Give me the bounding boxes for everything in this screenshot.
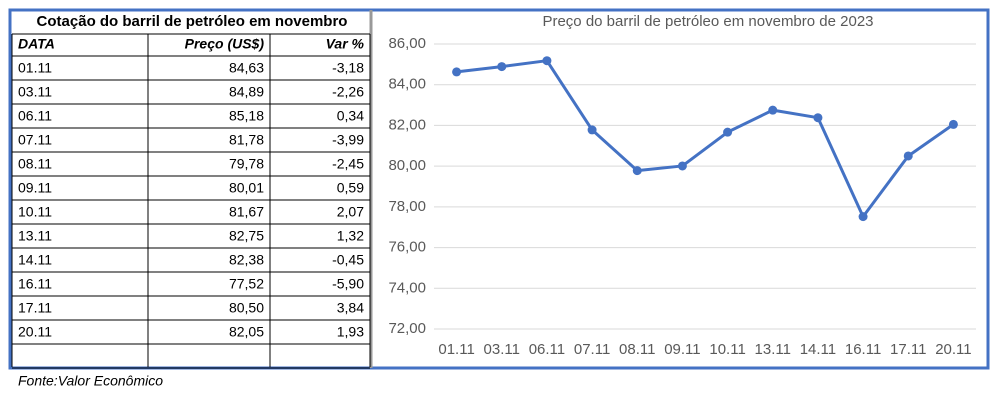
table-cell: 2,07 [337,204,364,220]
table-cell: 08.11 [18,156,52,172]
x-tick-label: 10.11 [709,341,745,358]
point [497,62,507,72]
point [768,105,778,115]
table-cell: 20.11 [18,324,52,340]
table-cell: 0,34 [337,108,364,124]
source: Fonte:Valor Econômico [18,373,163,389]
point [542,56,552,66]
y-tick-label: 86,00 [388,35,426,52]
table-cell: 79,78 [229,156,264,172]
x-tick-label: 09.11 [664,341,700,358]
table-cell: 80,01 [229,180,264,196]
table-cell: 03.11 [18,84,52,100]
table-cell: 10.11 [18,204,52,220]
table-cell: -2,26 [332,84,364,100]
table-cell: 82,75 [229,228,264,244]
x-tick-label: 03.11 [484,341,520,358]
table-cell: 01.11 [18,60,52,76]
x-tick-label: 14.11 [800,341,836,358]
point [858,212,868,222]
table-cell: 77,52 [229,276,264,292]
y-tick-label: 76,00 [388,239,426,256]
table-cell: -2,45 [332,156,364,172]
table-cell: 82,38 [229,252,264,268]
table-cell: -3,99 [332,132,364,148]
table-cell: 16.11 [18,276,52,292]
table-title: Cotação do barril de petróleo em novembr… [37,13,348,30]
point [723,127,733,137]
y-tick-label: 82,00 [388,116,426,133]
chart-title: Preço do barril de petróleo em novembro … [542,13,873,30]
line [456,59,955,219]
table-cell: 17.11 [18,300,52,316]
table-cell: 81,67 [229,204,264,220]
y-tick-label: 78,00 [388,198,426,215]
table-cell: 0,59 [337,180,364,196]
table-header: Preço (US$) [185,36,265,52]
point [903,151,913,161]
table-cell: 07.11 [18,132,52,148]
table-cell: 3,84 [337,300,364,316]
table-cell: 13.11 [18,228,52,244]
table-cell: 80,50 [229,300,264,316]
x-tick-label: 01.11 [438,341,474,358]
table-cell: 85,18 [229,108,264,124]
y-tick-label: 74,00 [388,279,426,296]
x-tick-label: 08.11 [619,341,655,358]
table-cell: 14.11 [18,252,52,268]
point [452,67,462,77]
table-cell: 84,63 [229,60,264,76]
table-cell: 82,05 [229,324,264,340]
point [948,119,958,129]
point [813,113,823,123]
table-cell: -5,90 [332,276,364,292]
y-tick-label: 72,00 [388,320,426,337]
table-header: DATA [18,36,55,52]
table-header: Var % [326,36,365,52]
table-cell: 09.11 [18,180,52,196]
table-cell: -0,45 [332,252,364,268]
x-tick-label: 16.11 [845,341,881,358]
table-cell: 06.11 [18,108,52,124]
y-tick-label: 84,00 [388,76,426,93]
table-cell: 81,78 [229,132,264,148]
x-tick-label: 20.11 [935,341,971,358]
point [632,166,642,176]
x-tick-label: 06.11 [529,341,565,358]
y-tick-label: 80,00 [388,157,426,174]
table-cell: 84,89 [229,84,264,100]
table-cell: 1,32 [337,228,364,244]
x-tick-label: 13.11 [755,341,791,358]
x-tick-label: 07.11 [574,341,610,358]
table-cell: 1,93 [337,324,364,340]
point [587,125,597,135]
x-tick-label: 17.11 [890,341,926,358]
point [677,161,687,171]
table-cell: -3,18 [332,60,364,76]
